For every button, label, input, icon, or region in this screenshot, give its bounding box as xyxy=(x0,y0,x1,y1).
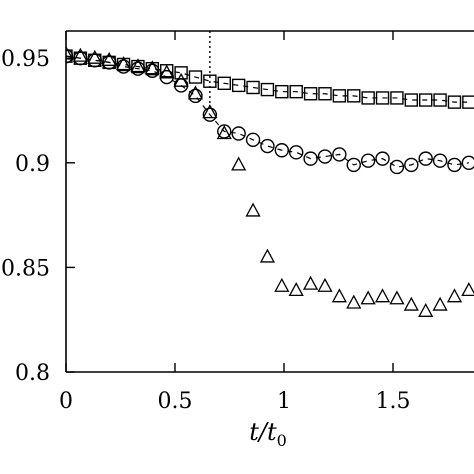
triangle-marker xyxy=(403,296,419,311)
circle-marker xyxy=(188,88,203,104)
x-tick-label: 1.5 xyxy=(376,389,411,414)
circle-marker xyxy=(461,155,474,170)
square-marker xyxy=(303,87,318,101)
square-marker xyxy=(404,93,419,107)
triangle-marker xyxy=(346,294,362,309)
series-line xyxy=(66,55,469,103)
circle-marker xyxy=(303,151,318,166)
square-marker xyxy=(361,91,375,105)
circle-marker xyxy=(87,53,102,68)
triangle-marker xyxy=(389,290,405,305)
series-line xyxy=(66,55,469,168)
circle-marker xyxy=(116,59,131,74)
triangle-marker xyxy=(418,302,434,317)
square-marker xyxy=(347,89,361,103)
x-tick-label: 0.5 xyxy=(158,389,193,414)
square-marker xyxy=(275,84,289,99)
triangle-marker xyxy=(202,104,218,119)
triangle-marker xyxy=(101,51,117,66)
x-tick-label: 1 xyxy=(277,389,291,414)
square-marker xyxy=(188,70,203,84)
triangle-marker xyxy=(187,85,204,100)
circle-marker xyxy=(389,159,405,175)
triangle-marker xyxy=(288,282,304,297)
circle-marker xyxy=(375,151,390,166)
triangle-marker xyxy=(245,202,261,217)
square-marker xyxy=(390,91,404,105)
square-marker xyxy=(462,95,474,109)
square-marker xyxy=(246,80,260,95)
circle-marker xyxy=(289,145,304,160)
x-axis-title: t/t0 xyxy=(249,418,287,450)
triangle-marker xyxy=(66,45,74,60)
circle-marker xyxy=(404,157,419,173)
triangle-marker xyxy=(159,64,175,79)
square-marker xyxy=(419,93,433,107)
square-marker xyxy=(203,74,217,88)
square-marker xyxy=(375,91,390,105)
circle-marker xyxy=(332,147,347,162)
triangle-marker xyxy=(331,288,347,303)
circle-marker xyxy=(317,149,333,164)
y-tick-label: 0.9 xyxy=(15,152,50,177)
square-marker xyxy=(217,76,231,91)
circle-marker xyxy=(432,153,448,168)
triangle-marker xyxy=(274,277,290,292)
triangle-marker xyxy=(231,156,247,171)
triangle-marker xyxy=(432,296,448,311)
circle-marker xyxy=(101,55,117,70)
triangle-marker xyxy=(461,282,474,297)
circle-marker xyxy=(145,63,160,78)
y-tick-label: 0.8 xyxy=(15,361,50,386)
triangle-marker xyxy=(360,290,376,305)
circle-marker xyxy=(245,132,261,147)
square-marker xyxy=(231,78,246,93)
circle-marker xyxy=(346,157,361,173)
square-marker xyxy=(433,93,447,107)
series-circle xyxy=(66,48,474,175)
triangle-marker xyxy=(446,288,463,303)
triangle-marker xyxy=(115,56,132,71)
square-marker xyxy=(332,89,347,103)
x-axis-title-subscript: 0 xyxy=(277,431,287,450)
circle-marker xyxy=(202,107,218,122)
circle-marker xyxy=(447,157,462,173)
triangle-marker xyxy=(87,49,103,64)
square-marker xyxy=(260,82,275,97)
triangle-marker xyxy=(216,125,232,140)
triangle-marker xyxy=(173,72,189,87)
series-triangle xyxy=(66,45,474,317)
y-tick-label: 0.95 xyxy=(1,47,50,72)
circle-marker xyxy=(231,126,246,141)
square-marker xyxy=(289,84,303,99)
x-tick-label: 0 xyxy=(59,389,73,414)
circle-marker xyxy=(360,153,376,168)
triangle-marker xyxy=(144,60,160,75)
circle-marker xyxy=(274,143,290,158)
x-axis-title-main: t/t xyxy=(249,418,277,446)
circle-marker xyxy=(66,48,74,64)
circle-marker xyxy=(418,151,433,166)
triangle-marker xyxy=(130,58,146,73)
triangle-marker xyxy=(259,248,276,263)
y-tick-label: 0.85 xyxy=(1,256,50,281)
square-marker xyxy=(447,95,462,109)
plot-area xyxy=(66,31,474,372)
triangle-marker xyxy=(317,277,333,292)
triangle-marker xyxy=(303,275,319,290)
circle-marker xyxy=(130,61,146,76)
circle-marker xyxy=(73,50,88,66)
square-marker xyxy=(318,87,332,101)
triangle-marker xyxy=(72,47,88,62)
triangle-marker xyxy=(374,288,391,303)
circle-marker xyxy=(260,138,275,154)
